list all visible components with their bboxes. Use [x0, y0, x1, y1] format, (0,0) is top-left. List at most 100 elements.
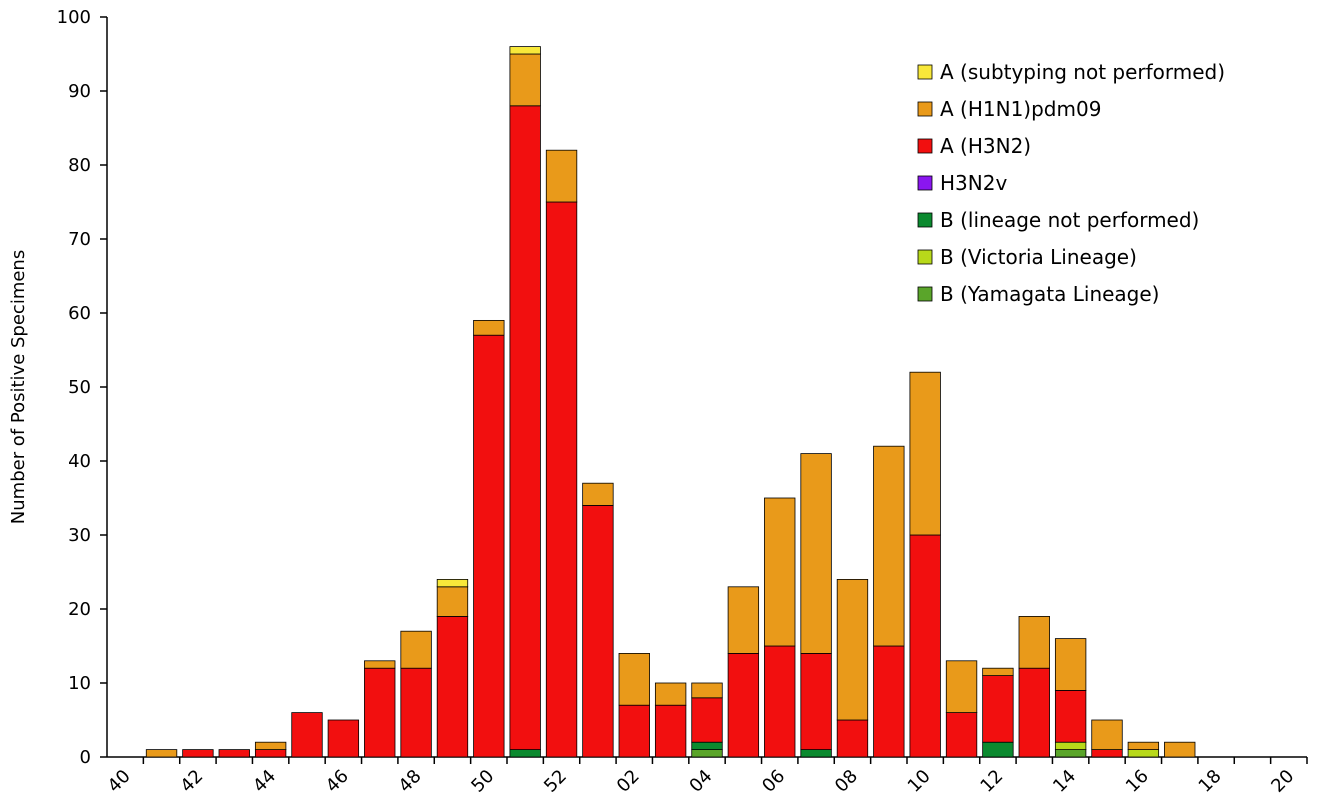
bar-segment [945, 712, 978, 758]
bar-segment [545, 149, 578, 203]
x-tick-label: 02 [613, 766, 644, 797]
x-tick-label: 40 [104, 766, 135, 797]
x-tick-label: 12 [976, 766, 1007, 797]
x-tick-label: 52 [540, 766, 571, 797]
x-tick-label: 20 [1267, 766, 1298, 797]
bar-segment [1054, 690, 1087, 743]
bar-segment [1091, 749, 1123, 758]
bar-segment [509, 105, 541, 750]
bar-segment [436, 579, 469, 588]
legend-label: B (Yamagata Lineage) [940, 282, 1159, 306]
bar-segment [1054, 749, 1087, 758]
bar-segment [473, 334, 505, 758]
bar-segment [1018, 667, 1050, 758]
bar-segment [836, 719, 869, 758]
y-tick-label: 30 [68, 525, 91, 546]
bar-segment [1127, 749, 1160, 758]
bar-segment [1054, 741, 1087, 751]
bar-segment [691, 749, 723, 758]
legend-swatch [917, 212, 933, 228]
bar-segment [145, 749, 178, 758]
bar-segment [873, 445, 905, 647]
bar-segment [909, 371, 941, 536]
bar-segment [254, 741, 287, 751]
y-tick-label: 80 [68, 155, 91, 176]
legend-swatch [917, 286, 933, 302]
bar-segment [764, 645, 796, 758]
bar-segment [800, 453, 832, 654]
legend-label: H3N2v [940, 171, 1007, 195]
x-tick-label: 16 [1122, 766, 1153, 797]
bar-segment [509, 53, 541, 107]
y-tick-label: 20 [68, 599, 91, 620]
bar-segment [945, 660, 978, 713]
x-tick-label: 46 [322, 766, 353, 797]
bar-segment [654, 682, 687, 706]
bar-segment [982, 667, 1014, 677]
y-tick-label: 60 [68, 303, 91, 324]
bar-segment [400, 630, 432, 669]
bar-segment [982, 741, 1014, 758]
bar-segment [509, 749, 541, 758]
x-tick-label: 14 [1049, 766, 1080, 797]
bar-segment [836, 579, 869, 721]
bar-segment [1091, 719, 1123, 751]
bar-segment [618, 653, 650, 706]
bar-segment [545, 201, 578, 758]
bar-segment [1127, 741, 1160, 751]
bar-segment [400, 667, 432, 758]
bar-segment [727, 586, 760, 654]
legend-swatch [917, 101, 933, 117]
x-tick-label: 10 [904, 766, 935, 797]
bar-segment [364, 667, 396, 758]
legend-label: A (H3N2) [940, 134, 1031, 158]
legend-label: B (Victoria Lineage) [940, 245, 1137, 269]
y-tick-label: 100 [57, 7, 91, 28]
x-tick-label: 08 [831, 766, 862, 797]
bar-segment [364, 660, 396, 669]
bar-segment [1164, 741, 1196, 758]
legend-label: B (lineage not performed) [940, 208, 1199, 232]
y-tick-label: 70 [68, 229, 91, 250]
bar-segment [800, 653, 832, 751]
x-tick-label: 42 [176, 766, 207, 797]
bar-segment [764, 497, 796, 647]
y-tick-label: 10 [68, 673, 91, 694]
bar-segment [691, 697, 723, 743]
y-tick-label: 90 [68, 81, 91, 102]
legend-swatch [917, 249, 933, 265]
bar-segment [291, 712, 323, 758]
bar-segment [727, 653, 760, 758]
bar-segment [909, 534, 941, 758]
bar-segment [509, 46, 541, 55]
bar-segment [800, 749, 832, 758]
bar-segment [218, 749, 250, 758]
bar-segment [654, 704, 687, 758]
legend-swatch [917, 64, 933, 80]
bar-segment [618, 704, 650, 758]
bar-segment [436, 586, 469, 617]
x-tick-label: 06 [758, 766, 789, 797]
bar-segment [436, 616, 469, 758]
y-tick-label: 40 [68, 451, 91, 472]
bar-segment [473, 319, 505, 336]
y-axis-title: Number of Positive Specimens [8, 250, 29, 524]
bar-segment [691, 682, 723, 699]
bar-segment [691, 741, 723, 751]
bar-segment [582, 504, 614, 758]
bar-segment [327, 719, 360, 758]
legend-label: A (subtyping not performed) [940, 60, 1225, 84]
x-tick-label: 48 [395, 766, 426, 797]
legend-swatch [917, 175, 933, 191]
y-tick-label: 0 [80, 747, 91, 768]
bar-segment [873, 645, 905, 758]
bar-segment [582, 482, 614, 506]
bar-segment [982, 675, 1014, 743]
legend-swatch [917, 138, 933, 154]
bar-segment [182, 749, 214, 758]
y-tick-label: 50 [68, 377, 91, 398]
x-tick-label: 50 [467, 766, 498, 797]
bar-segment [1018, 616, 1050, 669]
legend-label: A (H1N1)pdm09 [940, 97, 1101, 121]
